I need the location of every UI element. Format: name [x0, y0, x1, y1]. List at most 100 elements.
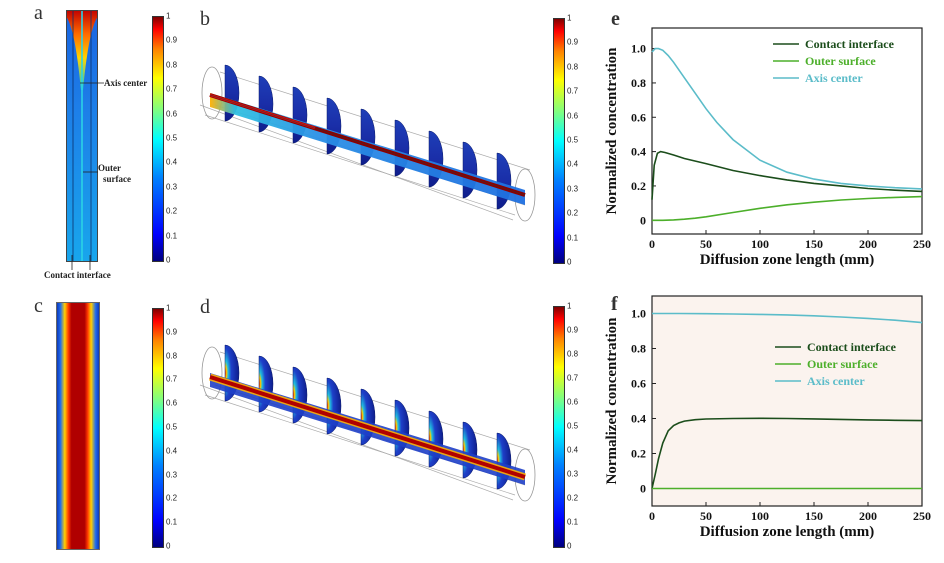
- colorbar-tick-label: 1: [567, 301, 572, 311]
- colorbar-tick-label: 0.3: [166, 470, 178, 480]
- x-tick-label: 150: [805, 509, 823, 523]
- colorbar-tick-label: 0.7: [567, 86, 579, 96]
- colorbar-tick-label: 0.5: [166, 422, 178, 432]
- plot-frame: [651, 295, 923, 507]
- colorbar-tick-label: 0.8: [166, 60, 178, 70]
- x-axis-label: Diffusion zone length (mm): [700, 524, 875, 540]
- y-tick-label: 0.8: [631, 342, 646, 356]
- colorbar-tick-label: 0.7: [166, 84, 178, 94]
- colorbar-tick-label: 0.1: [166, 231, 178, 241]
- panel-a-annotation-arrows: [80, 82, 104, 173]
- annotation-axis-center: Axis center: [104, 78, 148, 88]
- panel-d-3d-model: [199, 344, 536, 502]
- colorbar-tick-label: 0.7: [166, 374, 178, 384]
- colorbar-tick-label: 0.9: [567, 325, 579, 335]
- legend-label: Outer surface: [807, 357, 878, 371]
- colorbar-tick-label: 0.5: [166, 133, 178, 143]
- colorbar-tick-label: 0.4: [567, 159, 579, 169]
- colorbar-tick-label: 0.1: [166, 517, 178, 527]
- colorbar-tick-label: 0: [567, 257, 572, 267]
- panel-letter-a: a: [34, 2, 43, 24]
- y-tick-label: 0.6: [631, 110, 646, 124]
- plot-background: [652, 296, 922, 506]
- x-axis-label: Diffusion zone length (mm): [700, 252, 875, 268]
- colorbar-tick-label: 0.4: [166, 157, 178, 167]
- series-line-contact-interface: [651, 150, 923, 200]
- panel-letter-f: f: [611, 293, 618, 315]
- colorbar-tick-label: 0.8: [166, 351, 178, 361]
- y-tick-label: 0.4: [631, 412, 646, 426]
- x-tick-label: 250: [913, 509, 931, 523]
- y-tick-label: 0: [640, 213, 646, 227]
- colorbar-tick-label: 0.9: [567, 37, 579, 47]
- panel-a-heatmap: [66, 10, 98, 262]
- y-axis-label: Normalized concentration: [604, 317, 620, 485]
- colorbar-tick-label: 1: [166, 11, 171, 21]
- colorbar-tick-label: 0.8: [567, 349, 579, 359]
- series-line-axis-center: [652, 312, 923, 324]
- x-tick-label: 100: [751, 509, 769, 523]
- x-tick-label: 0: [649, 237, 655, 251]
- colorbar-tick-label: 0.9: [166, 35, 178, 45]
- x-tick-label: 250: [913, 237, 931, 251]
- colorbar-tick-label: 0.6: [567, 397, 579, 407]
- y-tick-label: 0.2: [631, 447, 646, 461]
- colorbar-tick-label: 0.9: [166, 327, 178, 337]
- colorbar-tick-label: 0.6: [166, 109, 178, 119]
- colorbar-tick-label: 1: [567, 13, 572, 23]
- colorbar-tick-label: 0.2: [567, 493, 579, 503]
- colorbar-tick-label: 0.6: [166, 398, 178, 408]
- y-tick-label: 0.6: [631, 377, 646, 391]
- annotation-outer-surface-2: surface: [103, 174, 131, 184]
- colorbar-a: [152, 16, 164, 262]
- plot-frame: [651, 27, 923, 235]
- chart-e: 0 50 100 150 200 250 0 0.2 0.4 0.6 0.8 1.0 Diffusion…: [604, 27, 931, 268]
- colorbar-tick-label: 0.5: [567, 135, 579, 145]
- colorbar-tick-label: 1: [166, 303, 171, 313]
- y-tick-label: 1.0: [631, 42, 646, 56]
- colorbar-tick-label: 0.7: [567, 373, 579, 383]
- contact-interface-pointer: [71, 255, 91, 270]
- panel-letter-e: e: [611, 8, 620, 30]
- legend-label: Axis center: [805, 71, 863, 85]
- colorbar-c: [152, 308, 164, 548]
- y-tick-label: 1.0: [631, 307, 646, 321]
- colorbar-tick-label: 0.1: [567, 233, 579, 243]
- x-tick-label: 200: [859, 237, 877, 251]
- x-tick-label: 50: [700, 237, 712, 251]
- colorbar-tick-label: 0.3: [166, 182, 178, 192]
- y-tick-label: 0.2: [631, 179, 646, 193]
- y-tick-label: 0.4: [631, 145, 646, 159]
- legend-label: Contact interface: [807, 340, 897, 354]
- panel-letter-b: b: [200, 8, 210, 30]
- legend-label: Axis center: [807, 374, 865, 388]
- x-tick-label: 150: [805, 237, 823, 251]
- panel-letter-d: d: [200, 296, 210, 318]
- colorbar-tick-label: 0.2: [166, 493, 178, 503]
- colorbar-d: [553, 306, 565, 548]
- x-tick-label: 0: [649, 509, 655, 523]
- colorbar-tick-label: 0.1: [567, 517, 579, 527]
- x-tick-label: 50: [700, 509, 712, 523]
- x-tick-label: 100: [751, 237, 769, 251]
- colorbar-tick-label: 0.6: [567, 111, 579, 121]
- legend-label: Outer surface: [805, 54, 876, 68]
- series-line-axis-center: [651, 47, 923, 190]
- series-line-outer-surface: [652, 195, 923, 222]
- panel-c-heatmap: [56, 302, 100, 550]
- panel-b-3d-model: [199, 64, 536, 222]
- colorbar-tick-label: 0.4: [166, 446, 178, 456]
- series-line-contact-interface: [651, 417, 923, 489]
- legend-label: Contact interface: [805, 37, 895, 51]
- colorbar-tick-label: 0: [166, 255, 171, 265]
- colorbar-tick-label: 0.5: [567, 421, 579, 431]
- colorbar-b: [553, 18, 565, 264]
- panel-letter-c: c: [34, 295, 43, 317]
- chart-f: 0 50 100 150 200 250 0 0.2 0.4 0.6 0.8 1.0 Diffusion…: [604, 295, 931, 540]
- colorbar-tick-label: 0.3: [567, 184, 579, 194]
- y-axis-label: Normalized concentration: [604, 47, 620, 215]
- colorbar-tick-label: 0.2: [567, 208, 579, 218]
- x-tick-label: 200: [859, 509, 877, 523]
- colorbar-tick-label: 0.2: [166, 206, 178, 216]
- annotation-contact-interface: Contact interface: [44, 270, 111, 280]
